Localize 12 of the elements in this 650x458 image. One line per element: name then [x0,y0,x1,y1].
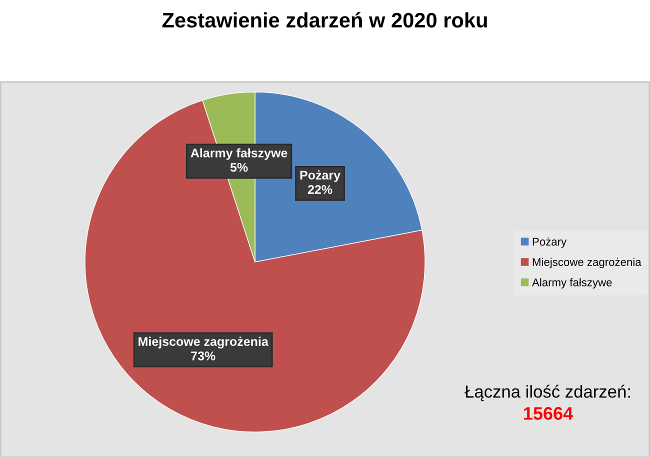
slice-label: Alarmy fałszywe [190,148,288,160]
slice-label: Pożary [300,170,340,182]
legend-label: Alarmy fałszywe [532,278,612,289]
data-label: 73% [191,352,216,360]
legend-label: Pożary [532,237,567,248]
text: Łączna ilość zdarzeń: [464,384,630,402]
text: 15664 [524,407,574,420]
chart-title: Zestawienie zdarzeń w 2020 roku [162,12,487,28]
data-label: 5% [230,162,248,172]
legend-label: Miejscowe zagrożenia [532,258,642,268]
slice-label: Miejscowe zagrożenia [138,336,268,348]
data-label: 22% [308,185,332,194]
